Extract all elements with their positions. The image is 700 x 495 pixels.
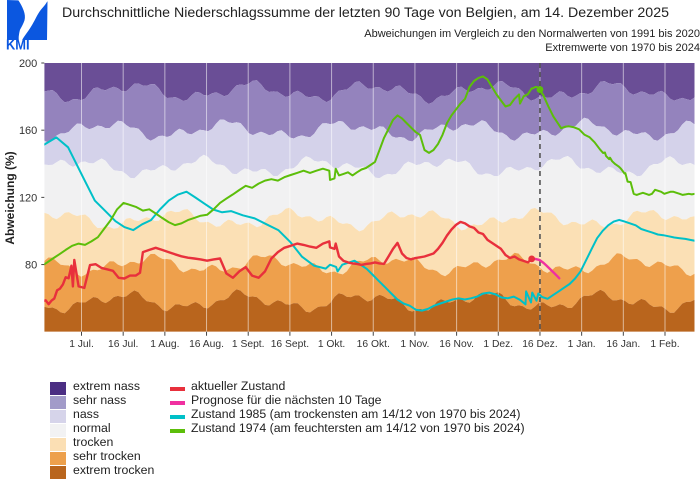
svg-text:16 Aug.: 16 Aug. (189, 339, 224, 350)
svg-text:1 Jan.: 1 Jan. (568, 339, 596, 350)
svg-text:200: 200 (19, 58, 37, 70)
svg-text:160: 160 (19, 125, 37, 137)
svg-text:1 Dez.: 1 Dez. (483, 339, 513, 350)
svg-text:16 Okt.: 16 Okt. (357, 339, 390, 350)
svg-text:1 Nov.: 1 Nov. (400, 339, 429, 350)
svg-text:1 Jul.: 1 Jul. (69, 339, 94, 350)
svg-text:80: 80 (25, 260, 37, 272)
svg-text:120: 120 (19, 192, 37, 204)
svg-text:1 Okt.: 1 Okt. (318, 339, 345, 350)
svg-text:16 Nov.: 16 Nov. (439, 339, 474, 350)
svg-text:16 Dez.: 16 Dez. (522, 339, 558, 350)
svg-text:1 Aug.: 1 Aug. (150, 339, 179, 350)
svg-text:16 Jul.: 16 Jul. (108, 339, 138, 350)
svg-text:1 Feb.: 1 Feb. (650, 339, 679, 350)
svg-text:1 Sept.: 1 Sept. (232, 339, 265, 350)
svg-text:16 Jan.: 16 Jan. (606, 339, 640, 350)
svg-text:Abweichung (%): Abweichung (%) (3, 151, 17, 244)
svg-text:16 Sept.: 16 Sept. (271, 339, 309, 350)
